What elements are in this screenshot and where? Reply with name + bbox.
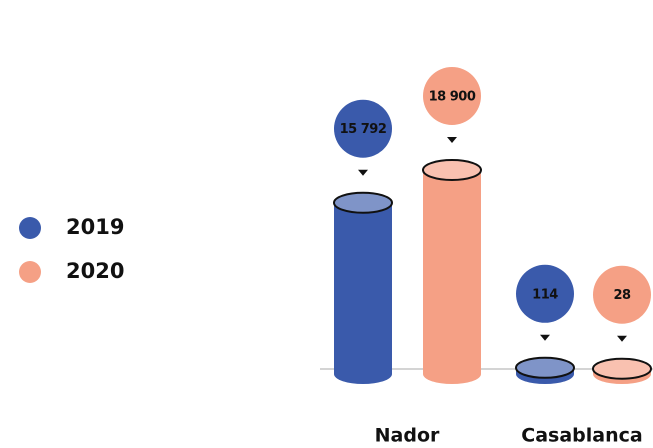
bubble [516,264,574,323]
data-label: 28 [613,288,631,303]
legend-label: 2020 [66,259,124,283]
legend-label: 2019 [66,215,124,239]
bar-body [334,202,392,374]
bubble-pointer [540,334,550,341]
x-tick-label: Casablanca [521,425,642,447]
bar-top [592,357,652,380]
bar [333,191,393,384]
bar [422,159,482,384]
legend-swatch [19,261,41,283]
bar-top [333,191,393,214]
bubble [334,99,392,158]
bubble-pointer [617,335,627,342]
data-label: 15 792 [340,122,387,137]
data-label: 18 900 [429,90,476,105]
bar [592,357,652,384]
x-tick-label: Nador [375,425,440,447]
bar-top [422,159,482,181]
bubble-pointer [358,169,368,176]
legend-swatch [19,217,41,239]
bubble [423,67,481,125]
bar-top [515,356,575,379]
bar-body [423,170,481,374]
data-label: 114 [532,287,558,302]
bar [515,356,575,384]
bubble [593,265,651,324]
bubble-pointer [447,137,457,143]
